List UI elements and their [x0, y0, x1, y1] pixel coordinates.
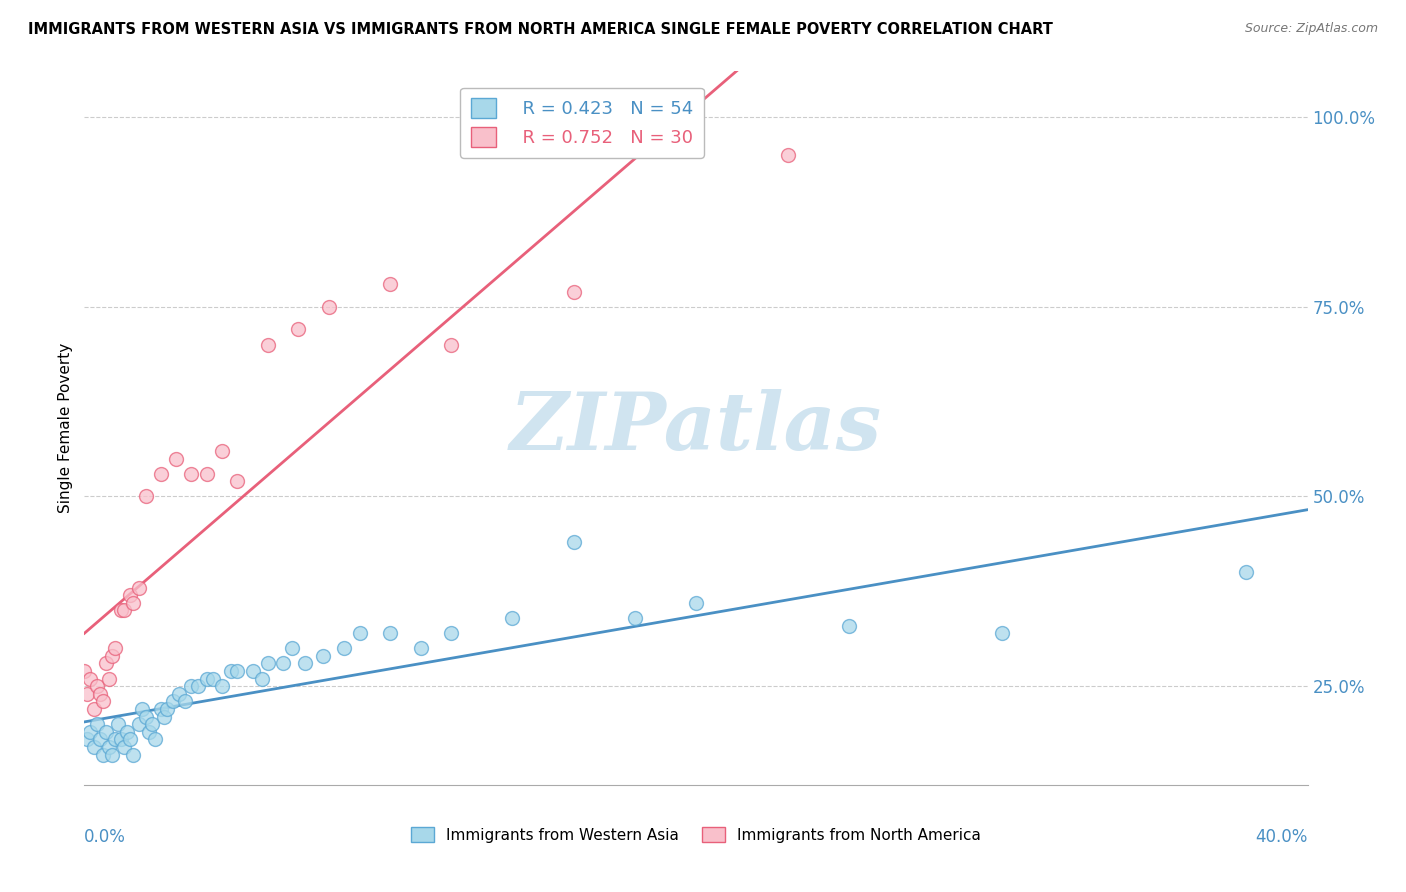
Point [271, 657, 294, 671]
Point [201, 672, 224, 686]
Point [128, 717, 150, 731]
Point [685, 596, 707, 610]
Point [318, 300, 340, 314]
Point [115, 724, 138, 739]
Point [153, 709, 176, 723]
Point [76, 732, 98, 747]
Text: IMMIGRANTS FROM WESTERN ASIA VS IMMIGRANTS FROM NORTH AMERICA SINGLE FEMALE POVE: IMMIGRANTS FROM WESTERN ASIA VS IMMIGRAN… [28, 22, 1053, 37]
Point [149, 702, 172, 716]
Point [120, 588, 142, 602]
Point [226, 475, 249, 489]
Point [107, 717, 129, 731]
Point [76, 687, 98, 701]
Point [211, 679, 233, 693]
Point [83, 739, 105, 754]
Point [562, 535, 585, 549]
Point [349, 626, 371, 640]
Point [195, 672, 218, 686]
Point [94, 724, 117, 739]
Point [131, 702, 153, 716]
Point [94, 657, 117, 671]
Point [180, 467, 202, 481]
Point [440, 337, 463, 351]
Point [110, 603, 132, 617]
Point [1236, 566, 1258, 580]
Point [562, 285, 585, 299]
Point [167, 687, 190, 701]
Point [180, 679, 202, 693]
Point [380, 626, 402, 640]
Point [86, 679, 108, 693]
Y-axis label: Single Female Poverty: Single Female Poverty [58, 343, 73, 513]
Text: ZIPatlas: ZIPatlas [510, 390, 882, 467]
Point [242, 664, 264, 678]
Point [257, 657, 280, 671]
Point [110, 732, 132, 747]
Point [409, 641, 432, 656]
Point [122, 747, 145, 762]
Point [250, 672, 273, 686]
Text: 40.0%: 40.0% [1256, 828, 1308, 846]
Point [120, 732, 142, 747]
Point [776, 148, 799, 162]
Point [195, 467, 218, 481]
Point [104, 641, 127, 656]
Point [104, 732, 127, 747]
Point [112, 603, 135, 617]
Point [165, 451, 187, 466]
Point [294, 657, 316, 671]
Text: Source: ZipAtlas.com: Source: ZipAtlas.com [1244, 22, 1378, 36]
Point [226, 664, 249, 678]
Point [991, 626, 1014, 640]
Point [211, 444, 233, 458]
Point [440, 626, 463, 640]
Point [97, 672, 120, 686]
Point [112, 739, 135, 754]
Point [79, 672, 101, 686]
Point [101, 648, 124, 663]
Point [91, 747, 114, 762]
Point [141, 717, 163, 731]
Point [128, 581, 150, 595]
Point [174, 694, 197, 708]
Point [138, 724, 160, 739]
Text: 0.0%: 0.0% [84, 828, 127, 846]
Point [91, 694, 114, 708]
Point [97, 739, 120, 754]
Point [162, 694, 184, 708]
Point [287, 322, 309, 336]
Point [219, 664, 242, 678]
Point [122, 596, 145, 610]
Point [624, 611, 647, 625]
Point [380, 277, 402, 291]
Point [186, 679, 208, 693]
Point [281, 641, 304, 656]
Point [135, 490, 157, 504]
Point [502, 611, 524, 625]
Point [156, 702, 179, 716]
Point [89, 687, 111, 701]
Point [101, 747, 124, 762]
Point [89, 732, 111, 747]
Point [312, 648, 335, 663]
Point [83, 702, 105, 716]
Point [149, 467, 172, 481]
Point [135, 709, 157, 723]
Point [143, 732, 166, 747]
Point [73, 664, 96, 678]
Point [86, 717, 108, 731]
Point [257, 337, 280, 351]
Legend: Immigrants from Western Asia, Immigrants from North America: Immigrants from Western Asia, Immigrants… [405, 821, 987, 848]
Point [79, 724, 101, 739]
Point [333, 641, 356, 656]
Point [838, 618, 860, 632]
